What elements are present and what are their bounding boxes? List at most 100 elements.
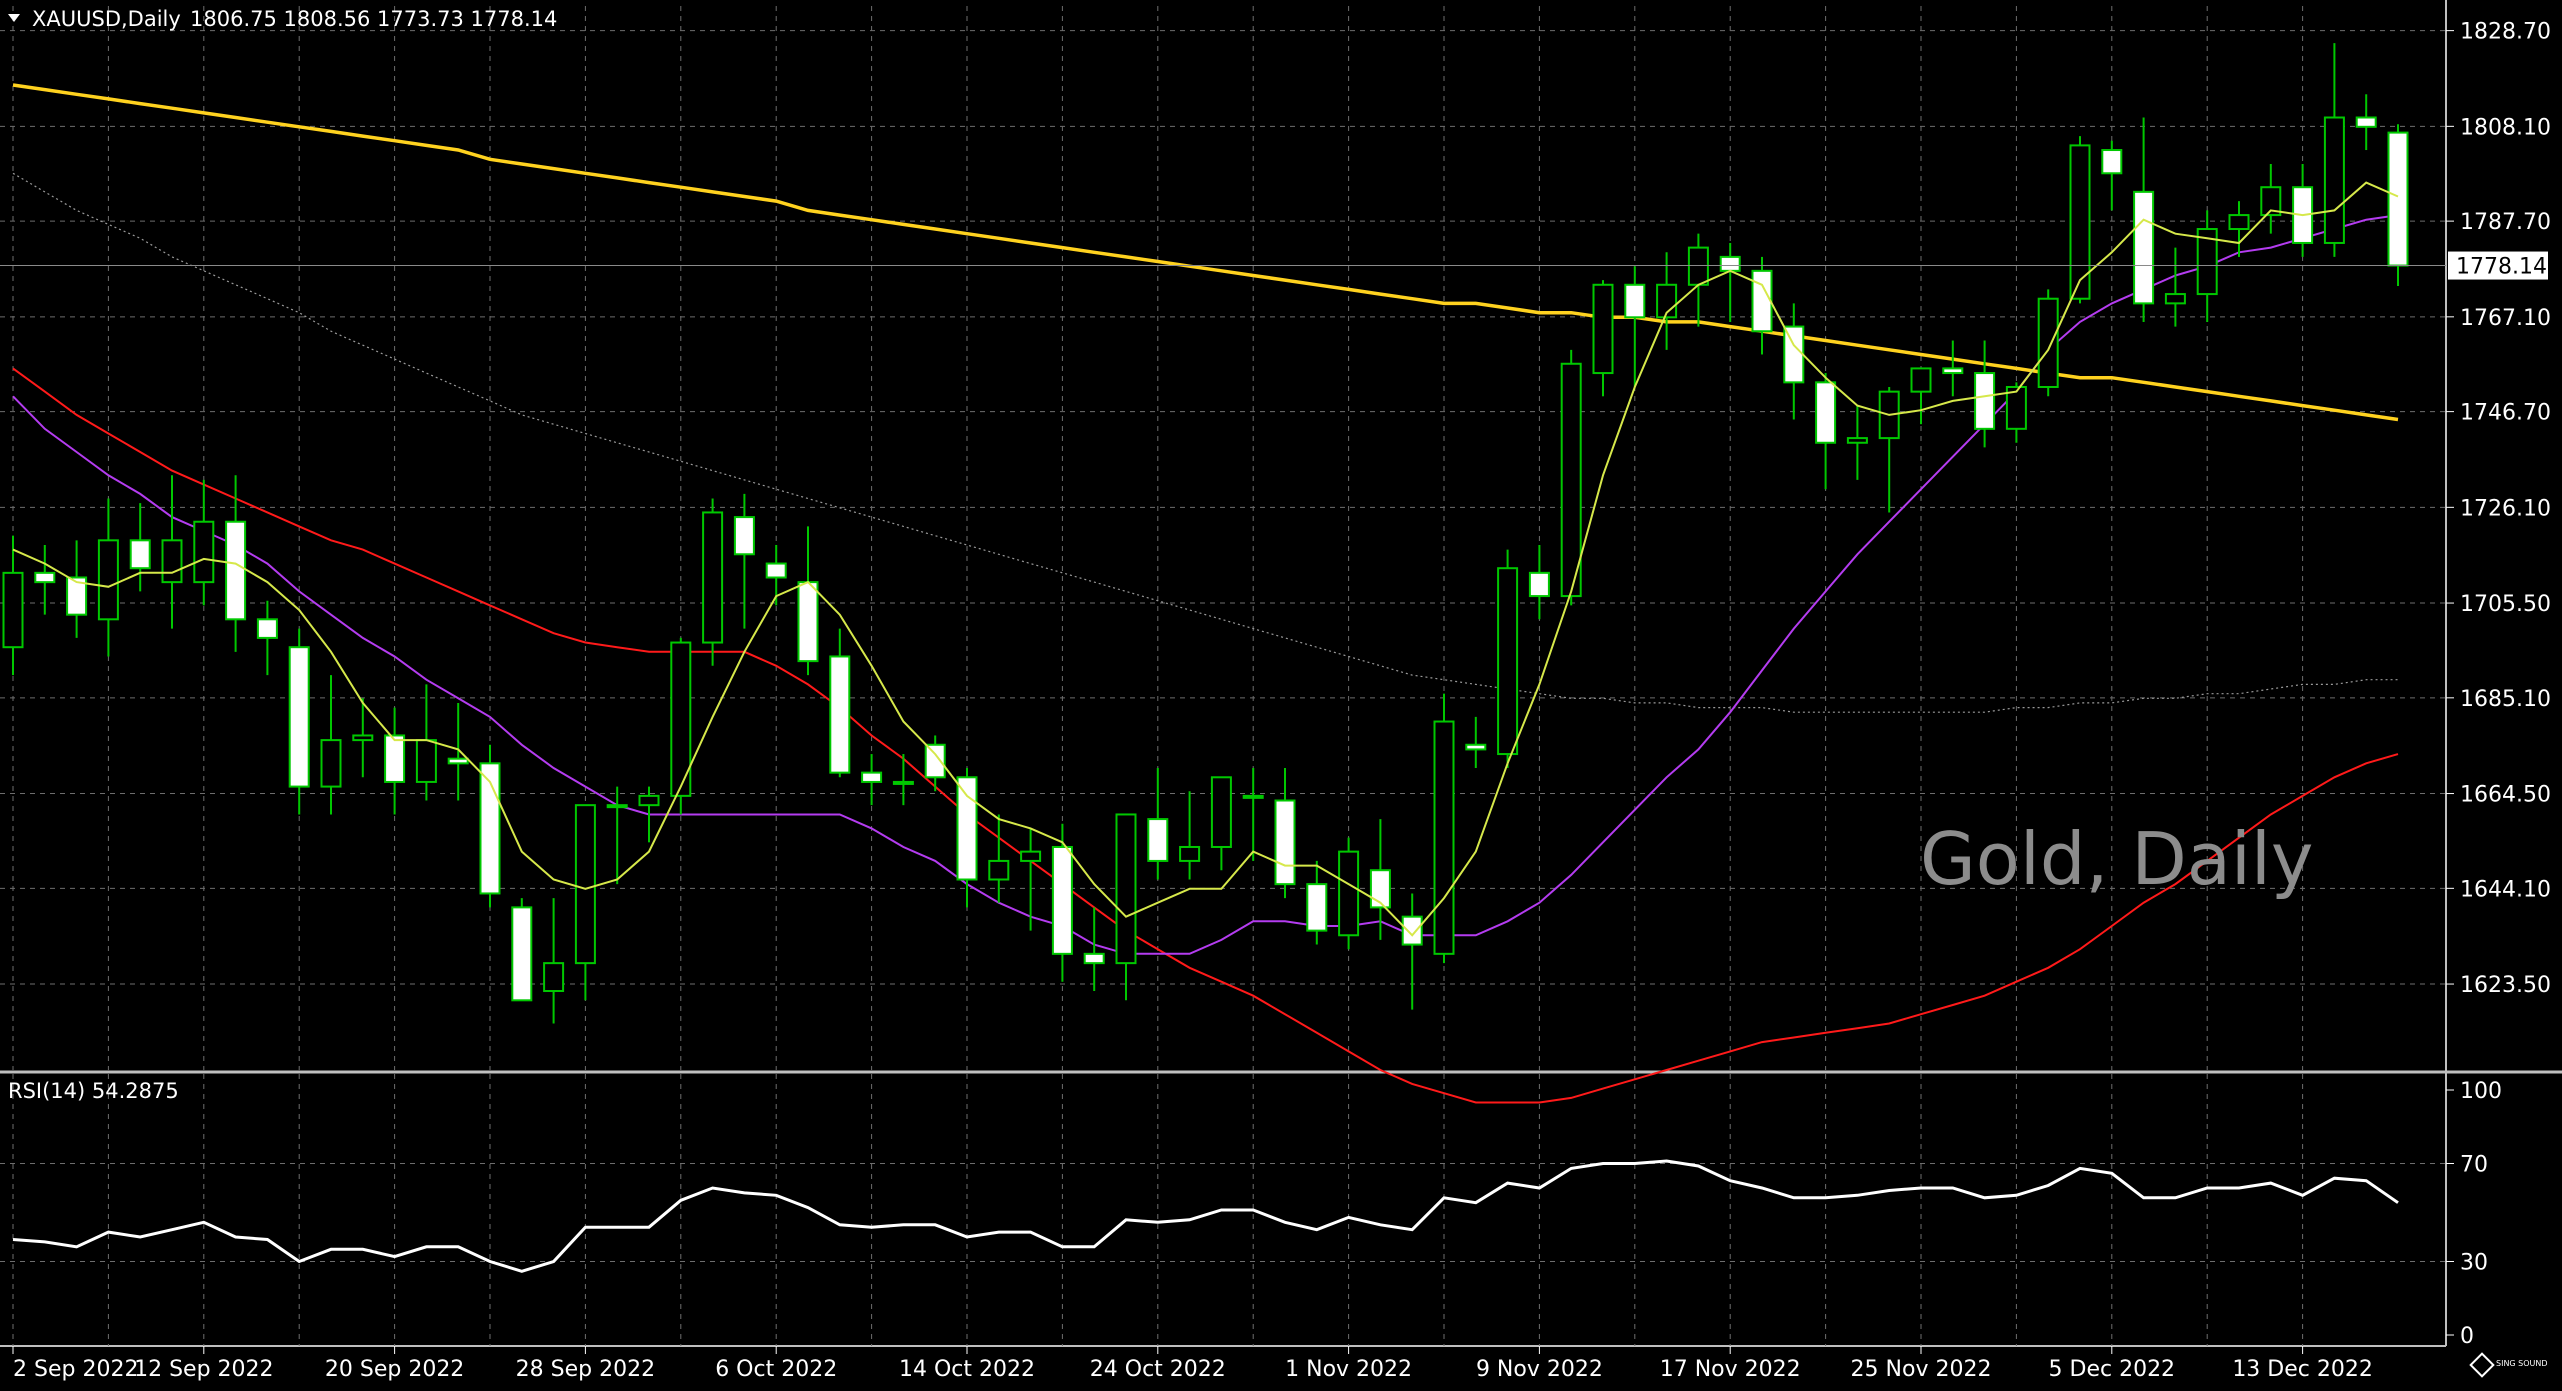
candle-body-bull [892,780,914,785]
candle [97,498,119,657]
candle-body-bull [1497,567,1519,756]
price-tick-label: 1828.70 [2460,20,2551,45]
candle [1401,893,1423,1010]
candle [193,479,215,606]
candle [1592,280,1614,397]
time-tick-label: 9 Nov 2022 [1476,1357,1603,1382]
candle-body-bull [193,520,215,584]
candle-body-bear [1942,367,1964,375]
candle-body-bear [1974,372,1996,430]
price-tick-label: 1767.10 [2460,306,2551,331]
candle-body-bull [2260,186,2282,217]
candle [956,767,978,908]
candle-body-bear [2101,149,2123,175]
candle-body-bull [415,739,437,783]
candle [1147,767,1169,880]
time-tick-label: 12 Sep 2022 [134,1357,273,1382]
current-price-label: 1778.14 [2456,255,2547,280]
candle-body-bull [2,571,24,649]
moving-averages [12,83,2399,1104]
dropdown-triangle-icon[interactable] [8,14,20,22]
candle-body-bear [1147,818,1169,862]
candle [1497,549,1519,768]
candle [2387,124,2409,287]
logo-text: SING SOUND [2496,1359,2548,1368]
candle [66,540,88,638]
candle [1051,823,1073,982]
candle [1433,693,1455,964]
candle [129,503,151,592]
candle-body-bear [765,562,787,579]
candle-body-bear [924,743,946,779]
candle-body-bull [1242,794,1264,799]
candle-body-bull [574,804,596,965]
time-tick-label: 20 Sep 2022 [325,1357,464,1382]
ma-gray-line [12,172,2398,713]
candle-body-bear [1083,952,1105,965]
candle [320,675,342,815]
candle [1687,233,1709,327]
candle [2355,94,2377,151]
candle-body-bull [2196,228,2218,296]
candle-body-bear [66,576,88,616]
candle [1179,791,1201,880]
candle [1369,819,1391,940]
rsi-label: RSI(14) 54.2875 [8,1079,179,1103]
candle [1751,256,1773,355]
candle-body-bull [670,641,692,797]
candle [543,898,565,1024]
candle [733,493,755,629]
time-tick-label: 25 Nov 2022 [1851,1357,1992,1382]
candle [1242,767,1264,861]
candle [1210,776,1232,871]
price-tick-label: 1787.70 [2460,210,2551,235]
candle [1560,349,1582,606]
candle-body-bull [352,734,374,742]
price-tick-label: 1685.10 [2460,687,2551,712]
rsi-tick-label: 100 [2460,1079,2502,1104]
candle-body-bull [1560,362,1582,598]
candle [2228,201,2250,257]
candle [1942,340,1964,397]
price-tick-label: 1726.10 [2460,496,2551,521]
candle [1020,828,1042,931]
candle [1115,813,1137,1001]
candle [1974,340,1996,448]
candle-body-bear [1051,845,1073,955]
price-tick-label: 1644.10 [2460,877,2551,902]
candle [1083,907,1105,992]
candle-body-bull [1020,850,1042,862]
time-tick-label: 28 Sep 2022 [516,1357,655,1382]
candle [288,628,310,815]
candle [2196,210,2218,322]
candle-body-bear [1306,883,1328,932]
candle-body-bear [1369,869,1391,909]
candle-body-bull [2323,116,2345,244]
candle-body-bull [1115,813,1137,965]
candle-body-bull [638,794,660,807]
candle-body-bear [1751,269,1773,333]
candle-body-bear [2355,116,2377,128]
candle-body-bear [384,734,406,783]
candlesticks [2,43,2409,1024]
candle [1528,544,1550,620]
candle-body-bear [1274,799,1296,886]
candle-body-bear [733,516,755,556]
candle [2037,289,2059,397]
candle-body-bull [2005,385,2027,430]
candle-body-bear [225,520,247,621]
ma-gold-line [12,83,2399,422]
candle-body-bull [161,539,183,584]
candle [352,698,374,778]
candle [1465,716,1487,768]
candle [1783,303,1805,420]
candle [256,600,278,676]
time-tick-label: 2 Sep 2022 [13,1357,138,1382]
candle-body-bull [1210,776,1232,848]
time-tick-label: 5 Dec 2022 [2049,1357,2176,1382]
candle [511,898,533,1002]
candle-body-bull [543,962,565,993]
